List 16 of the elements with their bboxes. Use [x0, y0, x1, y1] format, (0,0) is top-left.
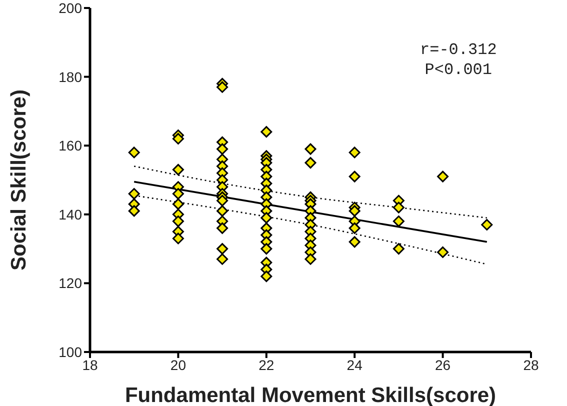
y-tick-label: 180: [58, 68, 82, 85]
y-tick-label: 200: [58, 0, 82, 16]
x-axis-title: Fundamental Movement Skills(score): [124, 384, 496, 406]
x-tick-label: 22: [258, 356, 274, 373]
y-tick-label: 120: [58, 275, 82, 292]
annotation: P<0.001: [424, 60, 494, 80]
annotation: r=-0.312: [420, 40, 497, 60]
y-axis-title: Social Skill(score): [7, 90, 30, 270]
x-tick-label: 24: [346, 356, 363, 373]
y-tick-label: 140: [58, 206, 82, 222]
x-tick-label: 28: [523, 356, 539, 373]
y-tick-label: 160: [58, 138, 82, 154]
y-tick-label: 100: [58, 344, 82, 360]
x-tick-label: 26: [435, 356, 451, 373]
x-tick-label: 20: [170, 356, 186, 373]
x-tick-label: 18: [82, 356, 98, 373]
